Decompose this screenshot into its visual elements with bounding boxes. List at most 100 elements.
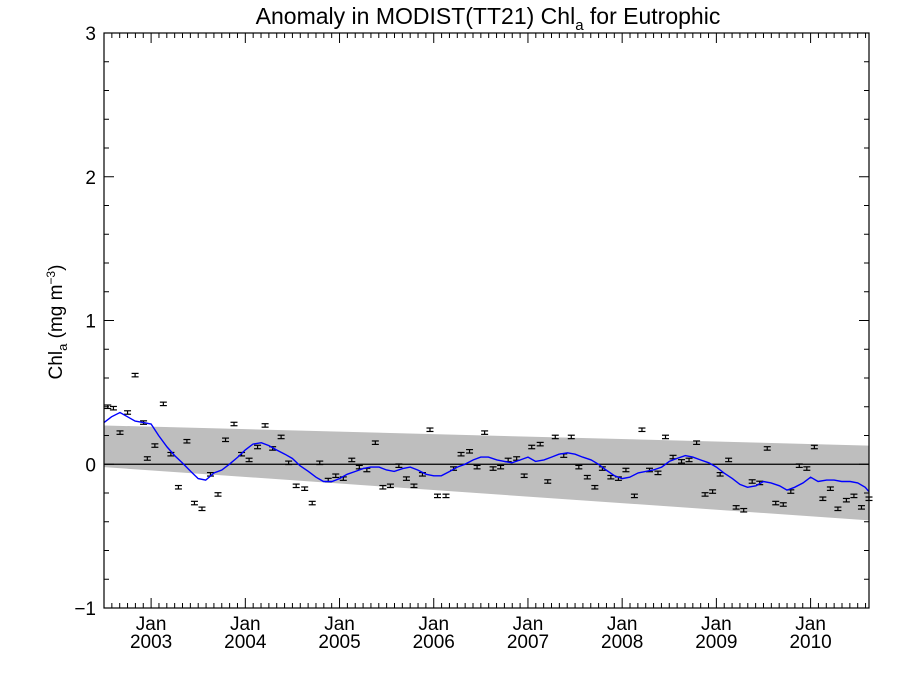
data-point <box>308 500 316 506</box>
data-point <box>285 460 293 466</box>
data-point <box>190 500 198 506</box>
data-point <box>473 464 481 470</box>
uncertainty-band-group <box>104 425 869 521</box>
data-point <box>834 506 842 512</box>
y-tick-label: 1 <box>85 312 96 333</box>
data-point <box>850 493 858 499</box>
data-point <box>301 486 309 492</box>
data-point <box>857 505 865 510</box>
data-point <box>520 473 528 479</box>
y-axis-ticks: 3 2 1 0 −1 <box>74 24 869 620</box>
axes-frame <box>103 32 870 609</box>
data-point <box>803 466 811 471</box>
data-point <box>772 500 780 506</box>
data-point <box>662 434 670 440</box>
x-tick-month-label: Jan <box>418 614 449 635</box>
data-point <box>124 410 132 415</box>
data-point <box>426 427 434 433</box>
smoothed-line-group <box>103 411 870 493</box>
data-point <box>810 444 818 450</box>
data-point <box>222 437 230 443</box>
data-point <box>466 448 474 454</box>
data-point <box>551 434 559 440</box>
data-point <box>693 440 701 446</box>
data-point <box>143 456 151 461</box>
data-point <box>174 484 182 490</box>
data-point <box>685 457 693 463</box>
data-point <box>159 401 167 407</box>
data-point <box>740 507 748 513</box>
data-points-group <box>104 372 873 513</box>
y-tick-label: 0 <box>85 455 96 476</box>
x-tick-month-label: Jan <box>230 614 261 635</box>
x-tick-year-label: 2004 <box>224 632 267 653</box>
chart-title: Anomaly in MODIST(TT21) Chla for Eutroph… <box>256 3 721 34</box>
x-tick-month-label: Jan <box>136 614 167 635</box>
y-axis-label-units: (mg m <box>46 285 67 344</box>
data-point <box>167 451 175 457</box>
data-point <box>230 421 238 427</box>
data-point <box>638 427 646 433</box>
data-point <box>544 479 552 484</box>
data-point <box>198 506 206 512</box>
data-point <box>654 470 662 476</box>
x-tick-year-label: 2007 <box>507 632 549 653</box>
smoothed-series-line <box>103 411 870 493</box>
data-point <box>709 489 717 494</box>
data-point <box>622 467 630 473</box>
y-tick-label: 3 <box>85 24 96 45</box>
x-axis-ticks: Jan2003Jan2004Jan2005Jan2006Jan2007Jan20… <box>103 33 867 653</box>
x-tick-month-label: Jan <box>607 614 638 635</box>
chart-title-suffix: for Eutrophic <box>584 3 721 29</box>
data-point <box>434 493 442 499</box>
data-point <box>457 451 465 457</box>
x-tick-year-label: 2006 <box>413 632 455 653</box>
chart-title-main: Anomaly in MODIST(TT21) Chl <box>256 3 576 29</box>
data-point <box>732 505 740 510</box>
data-point <box>254 444 262 450</box>
data-point <box>795 463 803 469</box>
data-point <box>395 463 403 469</box>
data-point <box>842 497 850 503</box>
uncertainty-band <box>104 425 869 521</box>
data-point <box>442 493 450 499</box>
data-point <box>567 434 575 440</box>
data-point <box>779 502 787 507</box>
data-point <box>245 457 253 463</box>
x-tick-year-label: 2010 <box>789 632 831 653</box>
data-point <box>819 496 827 502</box>
data-point <box>497 464 505 470</box>
y-axis-label-main: Chl <box>46 351 67 380</box>
plot-border <box>103 32 870 609</box>
y-axis-label: Chla (mg m−3) <box>44 265 70 380</box>
x-tick-year-label: 2008 <box>601 632 643 653</box>
x-tick-year-label: 2005 <box>318 632 360 653</box>
data-point <box>763 446 771 451</box>
data-point <box>826 486 834 492</box>
x-tick-year-label: 2003 <box>130 632 172 653</box>
data-point <box>402 476 410 481</box>
y-axis-label-group: Chla (mg m−3) <box>44 265 70 380</box>
x-tick-month-label: Jan <box>513 614 544 635</box>
data-point <box>151 443 159 448</box>
data-point <box>183 438 191 444</box>
data-point <box>386 483 394 489</box>
x-tick-month-label: Jan <box>701 614 732 635</box>
y-axis-label-subscript: a <box>55 343 70 351</box>
data-point <box>575 464 583 470</box>
y-axis-label-units-superscript: −3 <box>44 271 58 285</box>
data-point <box>379 484 387 490</box>
data-point <box>131 372 139 378</box>
data-point <box>348 457 356 463</box>
y-tick-label: −1 <box>74 599 96 620</box>
data-point <box>316 460 324 466</box>
data-point <box>536 441 544 447</box>
data-point <box>292 483 300 489</box>
chart-title-subscript: a <box>575 17 584 34</box>
data-point <box>277 434 285 440</box>
data-point <box>371 440 379 446</box>
data-point <box>701 492 709 497</box>
data-point <box>214 492 222 497</box>
data-point <box>583 474 591 480</box>
